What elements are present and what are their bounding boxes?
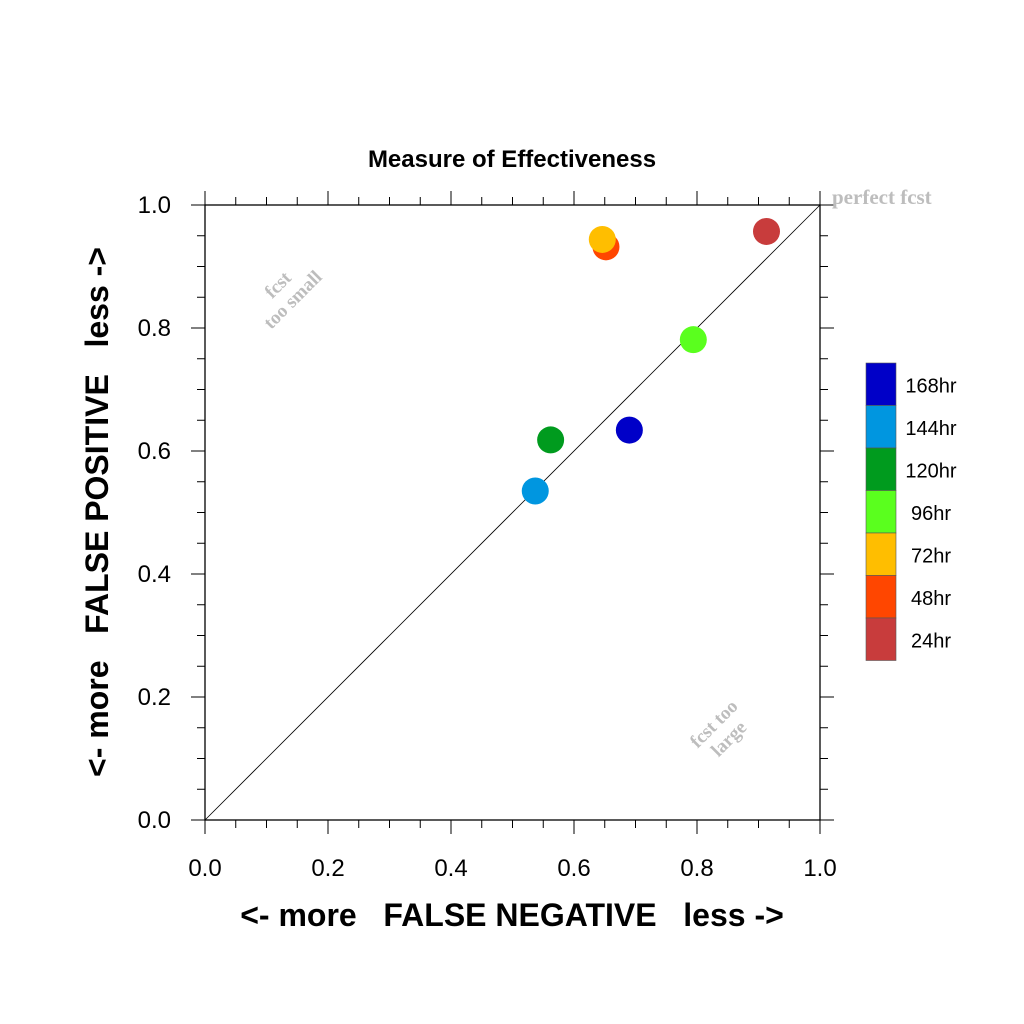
point-120hr bbox=[537, 426, 565, 454]
x-tick-labels: 0.0 0.2 0.4 0.6 0.8 1.0 bbox=[188, 855, 836, 882]
point-144hr bbox=[521, 477, 549, 505]
legend-label-144hr: 144hr bbox=[905, 418, 956, 440]
diagonal-line bbox=[204, 204, 821, 821]
legend-swatch-168hr bbox=[865, 362, 897, 406]
legend-swatch-96hr bbox=[865, 490, 897, 534]
y-tick-label: 0.0 bbox=[138, 807, 171, 834]
annotation-too-small-line2: too small bbox=[260, 267, 327, 334]
y-tick-label: 0.4 bbox=[138, 561, 171, 588]
x-tick-label: 0.2 bbox=[311, 855, 344, 882]
x-tick-label: 0.4 bbox=[434, 855, 467, 882]
data-points bbox=[521, 217, 780, 505]
legend-label-72hr: 72hr bbox=[911, 545, 951, 567]
x-axis-label: <- more FALSE NEGATIVE less -> bbox=[240, 897, 784, 933]
legend-label-96hr: 96hr bbox=[911, 503, 951, 525]
annotation-fcst-too-small: fcst too small bbox=[260, 267, 327, 334]
legend-swatch-72hr bbox=[865, 532, 897, 576]
legend-swatch-120hr bbox=[865, 447, 897, 491]
legend-swatch-24hr bbox=[865, 617, 897, 661]
point-72hr bbox=[588, 225, 616, 253]
x-tick-label: 0.6 bbox=[557, 855, 590, 882]
x-tick-label: 0.0 bbox=[188, 855, 221, 882]
legend-swatch-48hr bbox=[865, 575, 897, 619]
x-tick-label: 0.8 bbox=[680, 855, 713, 882]
x-tick-label: 1.0 bbox=[803, 855, 836, 882]
annotation-fcst-too-large: fcst too large bbox=[686, 696, 751, 761]
y-tick-label: 0.2 bbox=[138, 684, 171, 711]
legend-label-24hr: 24hr bbox=[911, 630, 951, 652]
point-168hr bbox=[615, 416, 643, 444]
legend: 168hr 144hr 120hr 96hr 72hr 48hr 24hr bbox=[865, 362, 957, 661]
y-tick-label: 0.8 bbox=[138, 315, 171, 342]
legend-label-120hr: 120hr bbox=[905, 460, 956, 482]
point-24hr bbox=[752, 217, 780, 245]
legend-swatch-144hr bbox=[865, 405, 897, 449]
point-96hr bbox=[679, 326, 707, 354]
legend-label-168hr: 168hr bbox=[905, 375, 956, 397]
legend-label-48hr: 48hr bbox=[911, 588, 951, 610]
y-tick-label: 0.6 bbox=[138, 438, 171, 465]
y-tick-labels: 0.0 0.2 0.4 0.6 0.8 1.0 bbox=[138, 192, 171, 834]
annotation-perfect-fcst: perfect fcst bbox=[832, 185, 932, 209]
y-axis-label: <- more FALSE POSITIVE less -> bbox=[79, 247, 115, 777]
axis-ticks bbox=[191, 191, 834, 834]
chart-title: Measure of Effectiveness bbox=[368, 146, 656, 173]
y-tick-label: 1.0 bbox=[138, 192, 171, 219]
